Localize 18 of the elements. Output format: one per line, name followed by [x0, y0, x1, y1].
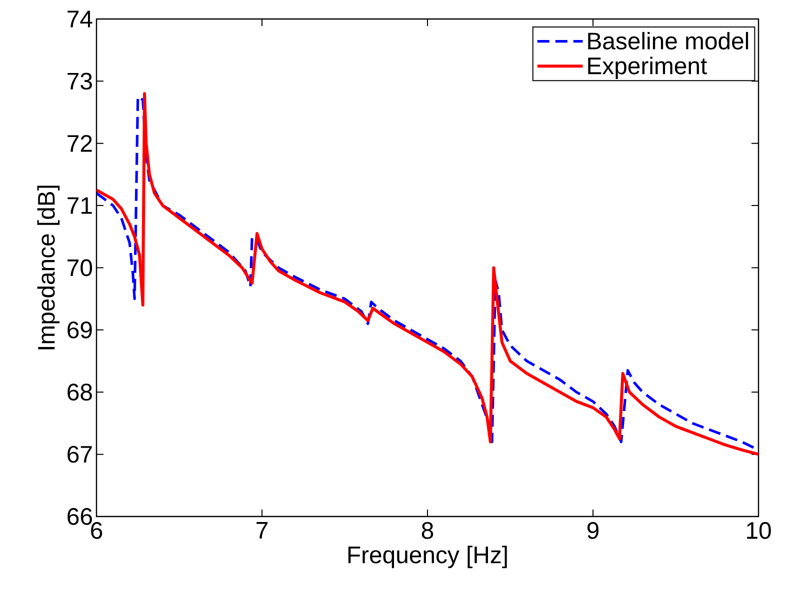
x-tick-label: 6 — [91, 522, 102, 539]
y-tick-label: 71 — [68, 197, 92, 214]
legend-label: Experiment — [588, 56, 707, 80]
y-tick-label: 68 — [68, 384, 92, 401]
y-tick-label: 72 — [68, 135, 92, 152]
x-tick-label: 7 — [256, 522, 268, 538]
y-tick-label: 73 — [68, 72, 92, 90]
legend-label: Baseline model — [588, 32, 748, 50]
x-axis-title: Frequency [Hz] — [348, 546, 507, 568]
y-tick-label: 69 — [68, 321, 92, 338]
y-tick-label: 74 — [68, 10, 92, 28]
y-axis-title: Impedance [dB] — [37, 186, 60, 350]
x-tick-label: 8 — [422, 522, 434, 539]
x-tick-label: 9 — [587, 522, 599, 539]
y-tick-label: 66 — [68, 508, 92, 525]
y-tick-label: 67 — [68, 446, 92, 463]
x-tick-label: 10 — [747, 522, 771, 539]
y-tick-label: 70 — [68, 259, 92, 276]
